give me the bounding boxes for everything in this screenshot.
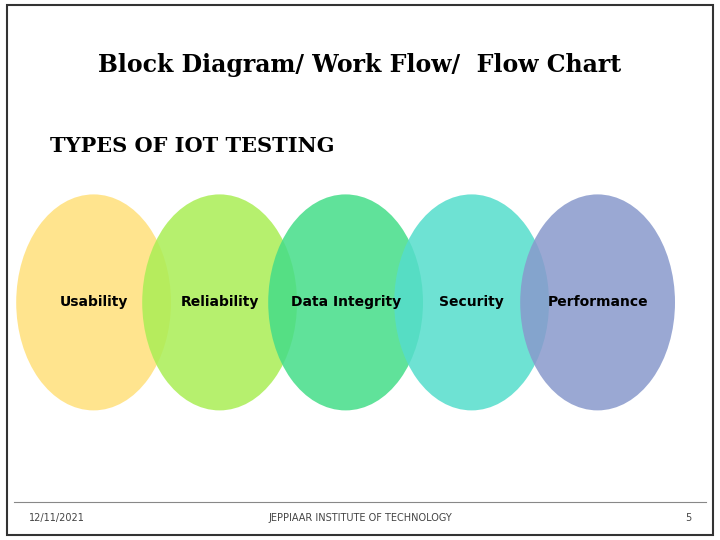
Text: TYPES OF IOT TESTING: TYPES OF IOT TESTING	[50, 136, 335, 156]
Text: Security: Security	[439, 295, 504, 309]
Ellipse shape	[395, 194, 549, 410]
Text: 5: 5	[685, 514, 691, 523]
Text: Usability: Usability	[60, 295, 127, 309]
Ellipse shape	[521, 194, 675, 410]
Text: Performance: Performance	[547, 295, 648, 309]
Ellipse shape	[142, 194, 297, 410]
Text: Data Integrity: Data Integrity	[291, 295, 400, 309]
Text: 12/11/2021: 12/11/2021	[29, 514, 85, 523]
Text: Reliability: Reliability	[181, 295, 258, 309]
Ellipse shape	[17, 194, 171, 410]
Text: JEPPIAAR INSTITUTE OF TECHNOLOGY: JEPPIAAR INSTITUTE OF TECHNOLOGY	[268, 514, 452, 523]
Text: Block Diagram/ Work Flow/  Flow Chart: Block Diagram/ Work Flow/ Flow Chart	[99, 53, 621, 77]
Ellipse shape	[268, 194, 423, 410]
